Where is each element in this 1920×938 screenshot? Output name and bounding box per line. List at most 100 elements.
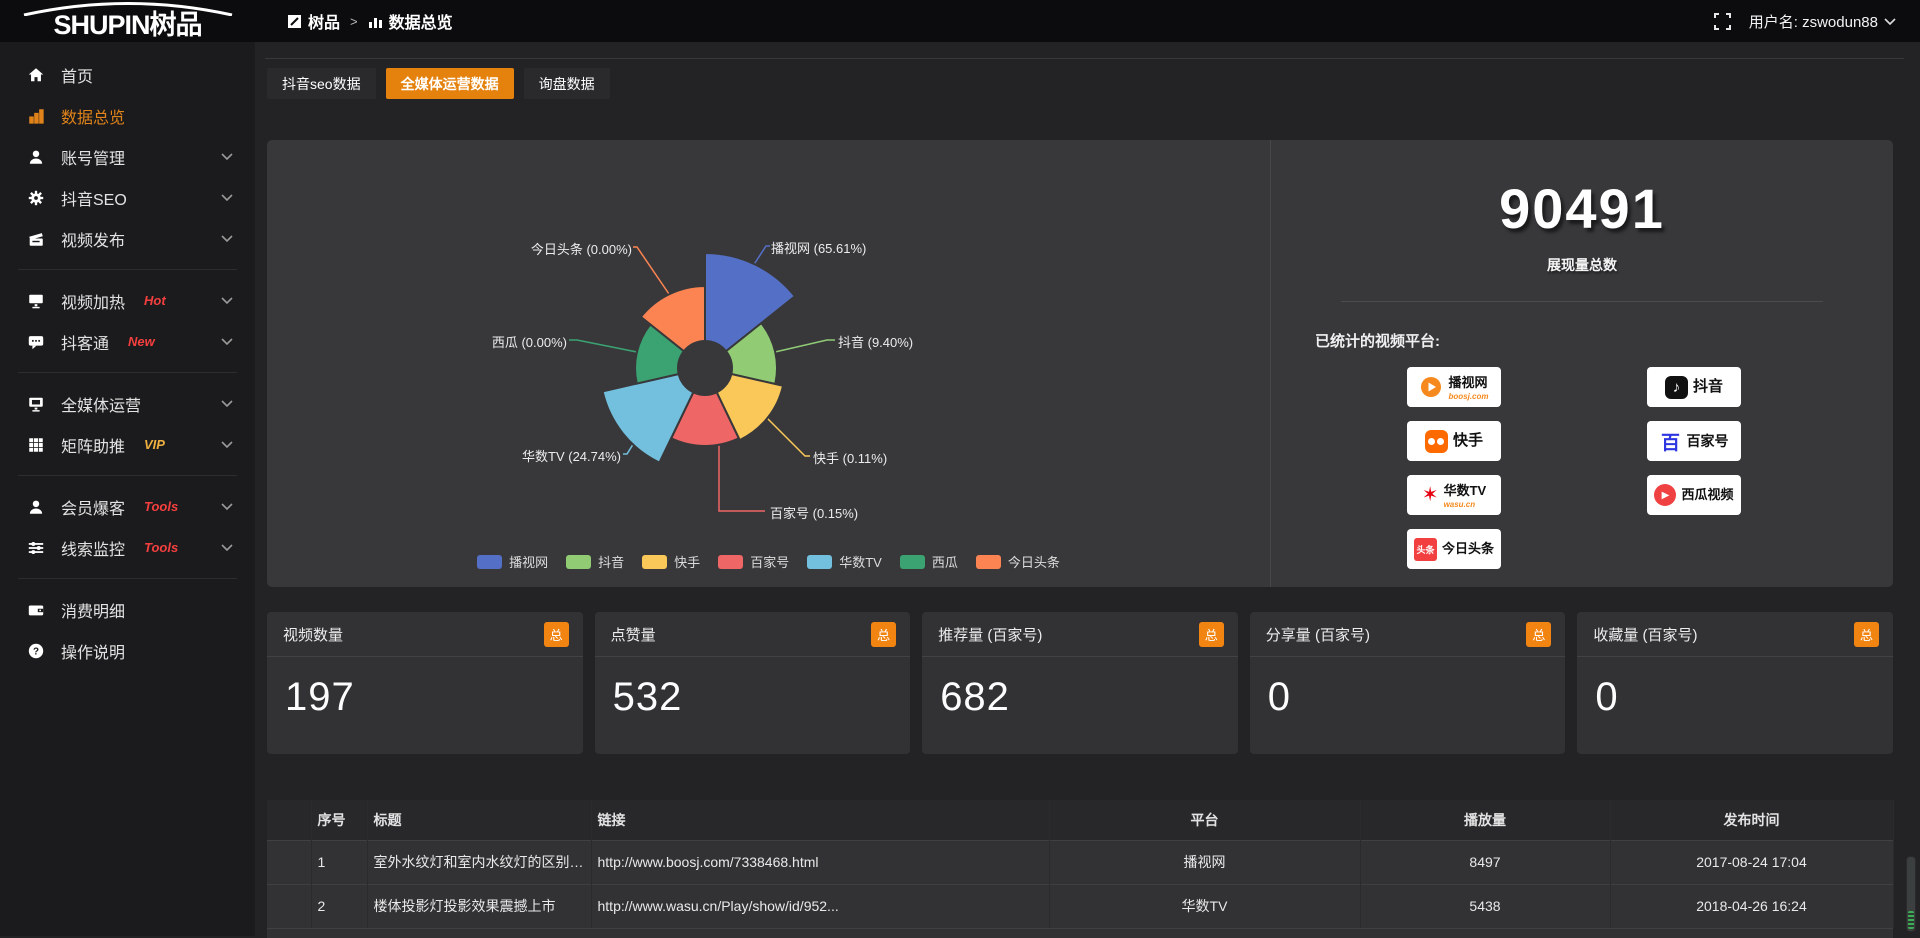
sidebar-item-account[interactable]: 账号管理 [0, 136, 255, 177]
douyin-logo-icon: ♪ [1664, 375, 1688, 399]
cell-title-link[interactable]: 楼体投影灯投影效果震撼上市 [367, 883, 592, 928]
chevron-down-icon [221, 194, 233, 201]
chevron-down-icon [221, 338, 233, 345]
legend-item-douyin[interactable]: 抖音 [566, 552, 624, 571]
pie-slice-wasu[interactable] [601, 366, 707, 464]
sidebar-item-label: 视频加热 [61, 294, 126, 312]
video-publish-icon [26, 229, 46, 249]
total-badge: 总 [1526, 621, 1552, 647]
sidebar-item-video-heat[interactable]: 视频加热 Hot [0, 280, 255, 321]
pie-label-toutiao: 今日头条 (0.00%) [530, 242, 632, 257]
cell-url-link[interactable]: http://www.wasu.cn/Play/show/id/952... [591, 883, 1050, 928]
chat-bubble-icon [26, 332, 46, 352]
platform-badge-xigua: ▶ 西瓜视频 [1647, 475, 1741, 515]
scrollbar-thumb[interactable] [1906, 856, 1916, 932]
sidebar-item-video-publish[interactable]: 视频发布 [0, 218, 255, 259]
legend-item-baijiahao[interactable]: 百家号 [718, 552, 789, 571]
sidebar-item-label: 视频发布 [61, 232, 126, 250]
stat-cards: 视频数量 总 197 点赞量 总 532 推荐量 (百家号) 总 682 分享量 (百… [267, 612, 1893, 754]
leader-line [569, 339, 638, 353]
card-value: 197 [285, 675, 355, 719]
legend-swatch [477, 554, 503, 569]
sidebar-divider [18, 372, 237, 373]
total-impressions-label: 展现量总数 [1547, 257, 1617, 273]
sidebar-item-label: 线索监控 [61, 541, 126, 559]
tab-omnimedia[interactable]: 全媒体运营数据 [385, 68, 514, 99]
wasu-logo-icon: ✶ [1421, 484, 1439, 506]
chevron-down-icon [221, 235, 233, 242]
chevron-down-icon [221, 297, 233, 304]
legend-swatch [899, 554, 925, 569]
sidebar-item-lead-monitor[interactable]: 线索监控 Tools [0, 527, 255, 568]
breadcrumb-root[interactable]: 树品 [287, 9, 340, 33]
sidebar-item-spend-detail[interactable]: 消费明细 [0, 589, 255, 630]
legend-item-boosj[interactable]: 播视网 [477, 552, 548, 571]
impressions-summary: 90491 展现量总数 已统计的视频平台: 播视网 boosj.com ♪ 抖音 … [1270, 140, 1893, 587]
cell-url-link[interactable]: http://www.boosj.com/7338468.html [591, 839, 1050, 884]
legend-item-kuaishou[interactable]: 快手 [642, 552, 700, 571]
breadcrumb-separator: > [350, 13, 358, 29]
sidebar-item-matrix-boost[interactable]: 矩阵助推 VIP [0, 424, 255, 465]
cell-title-link[interactable]: 室外水纹灯和室内水纹灯的区别和简介 [367, 839, 592, 884]
pie-slice-boosj[interactable] [704, 251, 797, 371]
breadcrumb-current[interactable]: 数据总览 [368, 9, 453, 33]
pie-slice-baijiahao[interactable] [669, 365, 741, 448]
sidebar-item-data-overview[interactable]: 数据总览 [0, 95, 255, 136]
legend-label: 华数TV [839, 555, 882, 570]
question-circle-icon: ? [26, 641, 46, 661]
platform-badge-baijiahao: 百 百家号 [1647, 421, 1741, 461]
chevron-down-icon [221, 544, 233, 551]
vip-badge: VIP [144, 437, 165, 452]
bar-chart-icon [368, 17, 382, 28]
card-video-count: 视频数量 总 197 [267, 612, 583, 754]
total-badge: 总 [871, 621, 897, 647]
sidebar: 首页 数据总览 账号管理 抖音SEO 视频发布 [0, 42, 255, 936]
total-badge: 总 [1198, 621, 1224, 647]
sidebar-item-omnimedia[interactable]: 全媒体运营 [0, 383, 255, 424]
card-value: 0 [1267, 675, 1292, 719]
cell-platform: 播视网 [1049, 839, 1361, 884]
tab-inquiry[interactable]: 询盘数据 [523, 68, 610, 99]
leader-line [633, 246, 670, 295]
sidebar-divider [18, 269, 237, 270]
monitor-heat-icon [26, 291, 46, 311]
sidebar-item-member-leads[interactable]: 会员爆客 Tools [0, 486, 255, 527]
table-row: 2 楼体投影灯投影效果震撼上市 http://www.wasu.cn/Play/… [267, 883, 1894, 928]
legend-label: 抖音 [598, 555, 625, 570]
chevron-down-icon [221, 503, 233, 510]
platform-badge-wasu: ✶ 华数TV wasu.cn [1407, 475, 1501, 515]
leader-line [752, 245, 770, 267]
card-title: 视频数量 [283, 626, 344, 644]
username: 用户名: zswodun88 [1748, 13, 1878, 31]
sidebar-item-douyin-seo[interactable]: 抖音SEO [0, 177, 255, 218]
wallet-icon [26, 600, 46, 620]
card-recommendations: 推荐量 (百家号) 总 682 [922, 612, 1238, 754]
fullscreen-icon[interactable] [1713, 12, 1731, 30]
tab-douyin-seo[interactable]: 抖音seo数据 [267, 68, 376, 99]
sidebar-item-help[interactable]: ? 操作说明 [0, 630, 255, 671]
legend-swatch [718, 554, 744, 569]
card-title: 分享量 (百家号) [1265, 626, 1370, 644]
cell-plays: 8497 [1360, 839, 1611, 884]
user-menu[interactable]: 用户名: zswodun88 [1749, 11, 1896, 32]
monitor-icon [26, 394, 46, 414]
leader-line [718, 440, 765, 512]
chevron-down-icon [221, 153, 233, 160]
logo-text: SHUPIN树品 [53, 10, 202, 40]
cell-seq: 2 [311, 883, 368, 928]
legend-item-toutiao[interactable]: 今日头条 [975, 552, 1060, 571]
pie-label-kuaishou: 快手 (0.11%) [813, 451, 888, 466]
breadcrumb: 树品 > 数据总览 [287, 9, 453, 33]
legend-item-xigua[interactable]: 西瓜 [899, 552, 958, 571]
sidebar-item-doukotong[interactable]: 抖客通 New [0, 321, 255, 362]
grid-icon [26, 435, 46, 455]
home-icon [26, 65, 46, 85]
overview-panel: 播视网 (65.61%) 抖音 (9.40%) 快手 (0.11%) 百家号 (… [267, 140, 1893, 587]
xigua-logo-icon: ▶ [1654, 484, 1677, 506]
legend-item-wasu[interactable]: 华数TV [807, 552, 882, 571]
sidebar-item-home[interactable]: 首页 [0, 54, 255, 95]
platform-rose-chart: 播视网 (65.61%) 抖音 (9.40%) 快手 (0.11%) 百家号 (… [267, 140, 1270, 587]
pie-label-douyin: 抖音 (9.40%) [838, 335, 914, 350]
sidebar-item-label: 数据总览 [61, 109, 126, 127]
platforms-counted-label: 已统计的视频平台: [1315, 333, 1440, 350]
